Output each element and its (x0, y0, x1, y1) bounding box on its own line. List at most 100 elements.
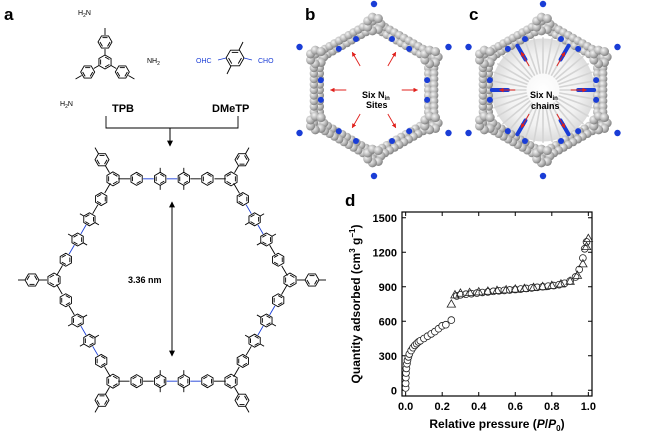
nitrogen-atom (335, 128, 342, 135)
double-bond (277, 302, 283, 306)
bond (245, 406, 250, 413)
y-tick-label: 1500 (373, 213, 397, 225)
double-bond (96, 399, 100, 405)
tpb-structure (75, 28, 135, 80)
double-bond (250, 214, 255, 218)
double-bond (112, 375, 118, 380)
reaction-bracket (105, 116, 239, 129)
double-bond (100, 355, 106, 359)
double-bond (112, 383, 118, 387)
bond (245, 204, 252, 214)
bond (256, 314, 262, 318)
bond (104, 183, 111, 194)
double-bond (228, 57, 233, 64)
panel-a-label: a (4, 5, 14, 24)
chain-shadow (555, 55, 584, 81)
bond (92, 204, 99, 214)
cof-edge-ring (236, 192, 249, 207)
chain-shadow (556, 62, 590, 83)
node-atom (542, 146, 552, 156)
bond (82, 314, 88, 318)
site-arrow (351, 113, 361, 129)
double-bond (155, 383, 161, 387)
double-bond (226, 383, 232, 387)
panel-b-line1: Six Nin (362, 90, 390, 102)
panel-d-label: d (345, 191, 355, 210)
bond (243, 57, 253, 61)
terminal-nitrogen (445, 129, 452, 137)
double-bond (238, 193, 244, 198)
chain-shadow (545, 106, 553, 143)
nitrogen-atom (317, 96, 324, 103)
bond (233, 183, 240, 194)
bond (256, 242, 262, 246)
desorption-point (528, 282, 539, 291)
bond (80, 325, 87, 336)
desorption-point (446, 298, 457, 308)
double-bond (266, 315, 271, 319)
chain-shadow (508, 102, 534, 131)
cof-outer-ring (234, 153, 250, 167)
double-bond (277, 295, 283, 299)
double-bond (96, 159, 100, 165)
node-atom (600, 113, 610, 123)
node-atom (431, 47, 441, 57)
double-bond (96, 193, 102, 198)
x-tick-label: 1.0 (581, 401, 596, 413)
nitrogen-atom (486, 96, 493, 103)
chain-shadow (496, 62, 530, 83)
nitrogen-atom (389, 137, 396, 144)
double-bond (89, 342, 94, 346)
double-bond (159, 180, 165, 184)
chain-shadow (547, 40, 562, 75)
bond (79, 213, 85, 217)
double-bond (34, 275, 38, 281)
chain-shadow (493, 94, 528, 109)
plot-frame (401, 211, 593, 397)
panel-a: a H2N NH2 H2N TPB OHC CHO DMeTP 3.36 nm (4, 5, 326, 413)
nh2-right-label: NH2 (147, 58, 160, 67)
node-atom (431, 113, 441, 123)
desorption-point (581, 241, 592, 251)
bond (92, 346, 99, 356)
site-arrow (556, 113, 566, 129)
chain-shadow (524, 40, 539, 75)
double-bond (136, 180, 141, 184)
double-bond (266, 322, 271, 326)
nitrogen-atom (389, 36, 396, 43)
double-bond (107, 41, 111, 47)
node-atom (485, 113, 495, 123)
y-axis-title: Quantity adsorbed (cm3 g−1) (348, 225, 363, 384)
bond (68, 305, 75, 316)
double-bond (238, 201, 244, 205)
node-atom (316, 113, 326, 123)
double-bond (104, 399, 108, 405)
cof-edge-ring (59, 252, 72, 267)
panel-b-label: b (305, 5, 315, 24)
double-bond (85, 214, 90, 218)
cof-node-ring (106, 171, 120, 187)
double-bond (203, 383, 208, 387)
double-bond (183, 173, 189, 177)
nitrogen-atom (352, 137, 359, 144)
tpb-name: TPB (112, 103, 134, 115)
double-bond (112, 173, 118, 177)
cof-edge-ring (201, 171, 214, 186)
double-bond (236, 155, 240, 161)
nitrogen-atom (406, 128, 413, 135)
nitrogen-atom (486, 77, 493, 84)
x-tick-label: 0.8 (544, 401, 559, 413)
node-atom (485, 47, 495, 57)
bond (105, 165, 110, 173)
chain-shadow (555, 99, 584, 125)
ohc-label: OHC (196, 58, 212, 65)
nitrogen-atom (504, 128, 511, 135)
bond (68, 244, 75, 255)
double-bond (262, 234, 267, 238)
double-bond (289, 282, 295, 286)
site-arrow (387, 113, 397, 129)
double-bond (207, 173, 212, 177)
double-bond (226, 173, 232, 177)
cof-edge-ring (130, 374, 143, 389)
